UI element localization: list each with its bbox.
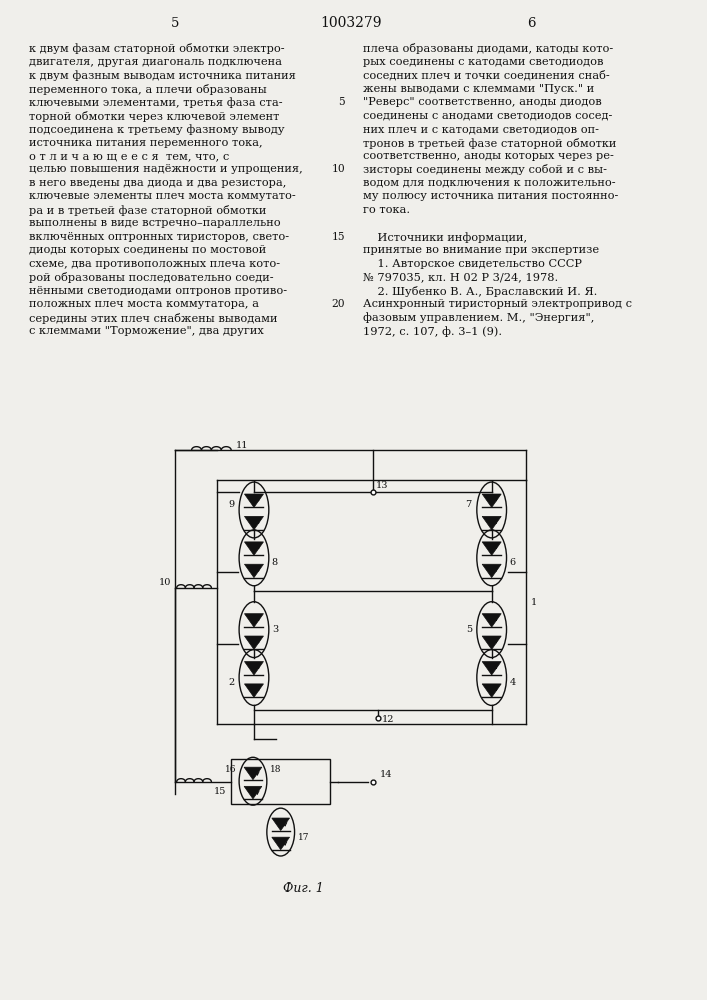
Text: целью повышения надёжности и упрощения,: целью повышения надёжности и упрощения,	[29, 164, 303, 174]
Text: с клеммами "Торможение", два других: с клеммами "Торможение", два других	[29, 326, 264, 336]
Text: му полюсу источника питания постоянно-: му полюсу источника питания постоянно-	[363, 191, 619, 201]
Text: 4: 4	[510, 678, 516, 687]
Text: рой образованы последовательно соеди-: рой образованы последовательно соеди-	[29, 272, 274, 283]
Text: ключевые элементы плеч моста коммутато-: ключевые элементы плеч моста коммутато-	[29, 191, 296, 201]
Polygon shape	[482, 516, 501, 530]
Text: торной обмотки через ключевой элемент: торной обмотки через ключевой элемент	[29, 111, 279, 122]
Text: жены выводами с клеммами "Пуск." и: жены выводами с клеммами "Пуск." и	[363, 84, 594, 94]
Text: в него введены два диода и два резистора,: в него введены два диода и два резистора…	[29, 178, 286, 188]
Text: 14: 14	[380, 770, 392, 779]
Text: соответственно, аноды которых через ре-: соответственно, аноды которых через ре-	[363, 151, 614, 161]
Text: 5: 5	[339, 97, 345, 107]
Text: середины этих плеч снабжены выводами: середины этих плеч снабжены выводами	[29, 313, 278, 324]
Text: 10: 10	[332, 164, 345, 174]
Text: 5: 5	[466, 625, 472, 634]
Text: 13: 13	[376, 481, 388, 490]
Text: включённых оптронных тиристоров, свето-: включённых оптронных тиристоров, свето-	[29, 232, 289, 242]
Text: тронов в третьей фазе статорной обмотки: тронов в третьей фазе статорной обмотки	[363, 138, 617, 149]
Text: них плеч и с катодами светодиодов оп-: них плеч и с катодами светодиодов оп-	[363, 124, 599, 134]
Text: к двум фазным выводам источника питания: к двум фазным выводам источника питания	[29, 70, 296, 81]
Polygon shape	[245, 564, 264, 578]
Polygon shape	[245, 516, 264, 530]
Text: водом для подключения к положительно-: водом для подключения к положительно-	[363, 178, 616, 188]
Polygon shape	[482, 636, 501, 649]
Text: переменного тока, а плечи образованы: переменного тока, а плечи образованы	[29, 84, 267, 95]
Text: соседних плеч и точки соединения снаб-: соседних плеч и точки соединения снаб-	[363, 70, 609, 81]
Text: 2: 2	[228, 678, 234, 687]
Text: 12: 12	[382, 715, 395, 724]
Polygon shape	[271, 837, 290, 850]
Text: диоды которых соединены по мостовой: диоды которых соединены по мостовой	[29, 245, 267, 255]
Text: плеча образованы диодами, катоды кото-: плеча образованы диодами, катоды кото-	[363, 43, 613, 54]
Text: 3: 3	[271, 625, 278, 634]
Text: Источники информации,: Источники информации,	[363, 232, 527, 243]
Text: 11: 11	[236, 441, 249, 450]
Polygon shape	[244, 786, 262, 799]
Text: Фиг. 1: Фиг. 1	[283, 882, 324, 895]
Text: 1: 1	[531, 598, 537, 607]
Polygon shape	[245, 684, 264, 697]
Text: фазовым управлением. М., "Энергия",: фазовым управлением. М., "Энергия",	[363, 313, 595, 323]
Text: подсоединена к третьему фазному выводу: подсоединена к третьему фазному выводу	[29, 124, 285, 135]
Text: 18: 18	[270, 765, 281, 774]
Polygon shape	[482, 684, 501, 697]
Polygon shape	[245, 662, 264, 675]
Polygon shape	[482, 494, 501, 507]
Polygon shape	[271, 818, 290, 831]
Text: 8: 8	[271, 558, 278, 567]
Text: рых соединены с катодами светодиодов: рых соединены с катодами светодиодов	[363, 57, 603, 67]
Text: 20: 20	[332, 299, 345, 309]
Text: о т л и ч а ю щ е е с я  тем, что, с: о т л и ч а ю щ е е с я тем, что, с	[29, 151, 229, 161]
Text: соединены с анодами светодиодов сосед-: соединены с анодами светодиодов сосед-	[363, 111, 612, 121]
Text: 5: 5	[170, 17, 179, 30]
Polygon shape	[244, 767, 262, 780]
Text: 6: 6	[527, 17, 535, 30]
Polygon shape	[245, 614, 264, 627]
Text: схеме, два противоположных плеча кото-: схеме, два противоположных плеча кото-	[29, 259, 280, 269]
Text: 1972, с. 107, ф. 3–1 (9).: 1972, с. 107, ф. 3–1 (9).	[363, 326, 502, 337]
Text: 15: 15	[214, 787, 226, 796]
Text: выполнены в виде встречно–параллельно: выполнены в виде встречно–параллельно	[29, 218, 281, 228]
Text: Асинхронный тиристорный электропривод с: Асинхронный тиристорный электропривод с	[363, 299, 632, 309]
Text: 10: 10	[158, 578, 171, 587]
Text: "Реверс" соответственно, аноды диодов: "Реверс" соответственно, аноды диодов	[363, 97, 602, 107]
Text: зисторы соединены между собой и с вы-: зисторы соединены между собой и с вы-	[363, 164, 607, 175]
Text: 7: 7	[466, 500, 472, 509]
Text: 9: 9	[228, 500, 234, 509]
Text: го тока.: го тока.	[363, 205, 410, 215]
Polygon shape	[245, 636, 264, 649]
Text: положных плеч моста коммутатора, а: положных плеч моста коммутатора, а	[29, 299, 259, 309]
Text: принятые во внимание при экспертизе: принятые во внимание при экспертизе	[363, 245, 599, 255]
Text: 1. Авторское свидетельство СССР: 1. Авторское свидетельство СССР	[363, 259, 582, 269]
Text: ключевыми элементами, третья фаза ста-: ключевыми элементами, третья фаза ста-	[29, 97, 283, 108]
Text: источника питания переменного тока,: источника питания переменного тока,	[29, 138, 263, 148]
Bar	[231, 759, 330, 804]
Polygon shape	[482, 662, 501, 675]
Text: 17: 17	[298, 833, 309, 842]
Polygon shape	[482, 614, 501, 627]
Text: 16: 16	[225, 765, 236, 774]
Text: двигателя, другая диагональ подключена: двигателя, другая диагональ подключена	[29, 57, 282, 67]
Polygon shape	[482, 564, 501, 578]
Text: 15: 15	[332, 232, 345, 242]
Text: к двум фазам статорной обмотки электро-: к двум фазам статорной обмотки электро-	[29, 43, 285, 54]
Polygon shape	[245, 494, 264, 507]
Text: ра и в третьей фазе статорной обмотки: ра и в третьей фазе статорной обмотки	[29, 205, 267, 216]
Text: 6: 6	[510, 558, 515, 567]
Polygon shape	[482, 542, 501, 555]
Text: № 797035, кл. Н 02 Р 3/24, 1978.: № 797035, кл. Н 02 Р 3/24, 1978.	[363, 272, 558, 282]
Text: 1003279: 1003279	[320, 16, 382, 30]
Text: нёнными светодиодами оптронов противо-: нёнными светодиодами оптронов противо-	[29, 286, 287, 296]
Text: 2. Шубенко В. А., Браславский И. Я.: 2. Шубенко В. А., Браславский И. Я.	[363, 286, 597, 297]
Polygon shape	[245, 542, 264, 555]
